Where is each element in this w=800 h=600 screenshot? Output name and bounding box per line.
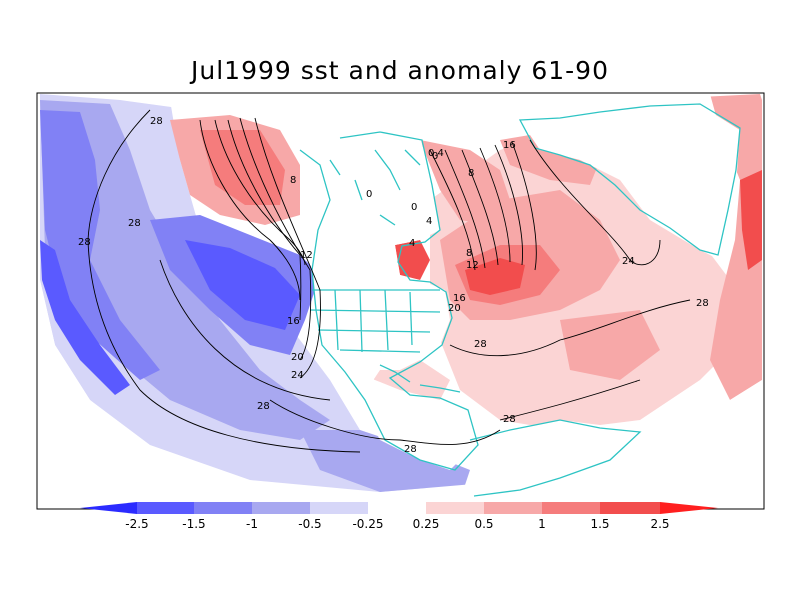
contour-label: 24 (291, 370, 304, 381)
contour-label: 28 (150, 116, 163, 127)
anomaly-pacific-negative-west (40, 110, 160, 380)
anomaly-ne-pacific-strong-negative (185, 240, 300, 330)
contour-label: 20 (291, 352, 304, 363)
contour-label: 0 (411, 202, 417, 213)
contour-28-tropics (499, 379, 641, 421)
contour-20 (239, 117, 312, 361)
anomaly-labrador-positive (420, 140, 510, 225)
colorbar-tick-label: 1 (538, 517, 546, 531)
colorbar-bin (252, 502, 310, 514)
contour-label: 0.4 (428, 148, 444, 159)
contour-label: 28 (503, 414, 516, 425)
contour-label: 16 (503, 140, 516, 151)
south-america-land (470, 420, 640, 495)
contour-label: 12 (466, 260, 479, 271)
colorbar-bin (194, 502, 252, 514)
contour-label: 28 (696, 298, 709, 309)
contour-label: 12 (300, 250, 313, 261)
contour-label: 0 (366, 189, 372, 200)
colorbar-bin (600, 502, 660, 514)
coastlines (299, 103, 741, 497)
contour-labels: 28 28 8 12 16 20 24 28 28 28 0 0 0 4 4 8… (78, 116, 709, 455)
contour-label: 4 (409, 238, 415, 249)
coastline-south-america (469, 419, 642, 497)
contour-28-west (87, 109, 361, 453)
colorbar-tick-label: 2.5 (650, 517, 669, 531)
contour-0-labrador (429, 149, 476, 271)
colorbar-tick-label: 0.5 (474, 517, 493, 531)
colorbar-bin (368, 502, 426, 514)
contour-label: 16 (453, 293, 466, 304)
colorbar-tick-label: -2.5 (125, 517, 148, 531)
contour-label: 28 (257, 401, 270, 412)
contour-label: 28 (474, 339, 487, 350)
contour-20-labrador (511, 141, 537, 271)
coastline-caribbean (379, 364, 461, 393)
contour-label: 28 (78, 237, 91, 248)
colorbar-arrow-right (660, 502, 718, 514)
coastline-greenland-europe (518, 103, 741, 256)
colorbar-bin (137, 502, 194, 514)
contour-28-south (269, 399, 501, 445)
contour-label: 28 (128, 218, 141, 229)
contour-label: 28 (404, 444, 417, 455)
contour-28-coast (159, 259, 331, 401)
contour-12 (214, 119, 306, 266)
greenland-europe-land (520, 105, 740, 260)
anomaly-pacific-strong-negative (40, 240, 130, 395)
colorbar-bin (542, 502, 600, 514)
anomaly-europe-strong-positive (740, 170, 762, 270)
colorbar-tick-label: -1.5 (182, 517, 205, 531)
colorbar-arrow-left (80, 502, 137, 514)
contour-8 (199, 119, 301, 301)
colorbar-bin (310, 502, 368, 514)
colorbar-tick-label: 1.5 (590, 517, 609, 531)
coastline-arctic-islands (329, 149, 421, 226)
contour-label: 8 (290, 175, 296, 186)
contour-12-labrador (479, 147, 511, 263)
contour-label: 0 (432, 151, 438, 162)
colorbar-tick-label: -1 (246, 517, 258, 531)
colorbar-bin (426, 502, 484, 514)
contour-4-labrador (444, 149, 486, 269)
state-borders (309, 289, 441, 353)
anomaly-europe-positive (710, 94, 762, 400)
contour-16-labrador (494, 144, 523, 266)
north-america-land (300, 130, 480, 470)
contour-24-west (254, 117, 321, 379)
map-title: Jul1999 sst and anomaly 61-90 (191, 56, 609, 85)
contour-label: 4 (426, 216, 432, 227)
contour-label: 8 (466, 248, 472, 259)
contour-8-labrador (461, 149, 499, 266)
anomaly-mid-atlantic-positive (560, 310, 660, 380)
colorbar: -2.5 -1.5 -1 -0.5 -0.25 0.25 0.5 1 1.5 2… (80, 502, 718, 531)
contour-label: 16 (287, 316, 300, 327)
contour-28-atlantic (449, 299, 691, 357)
contour-label: 8 (468, 168, 474, 179)
anomaly-mexico-west-negative (300, 430, 470, 492)
contour-24-atlantic (529, 139, 661, 266)
colorbar-bin (484, 502, 542, 514)
contour-label: 24 (622, 256, 635, 267)
contour-16 (227, 119, 302, 321)
colorbar-tick-label: -0.5 (298, 517, 321, 531)
anomaly-gulf-stream-strong-positive (465, 258, 525, 295)
colorbar-tick-label: -0.25 (352, 517, 383, 531)
land-masses (300, 105, 740, 495)
sst-contours (87, 109, 691, 453)
contour-label: 20 (448, 303, 461, 314)
colorbar-tick-label: 0.25 (413, 517, 440, 531)
